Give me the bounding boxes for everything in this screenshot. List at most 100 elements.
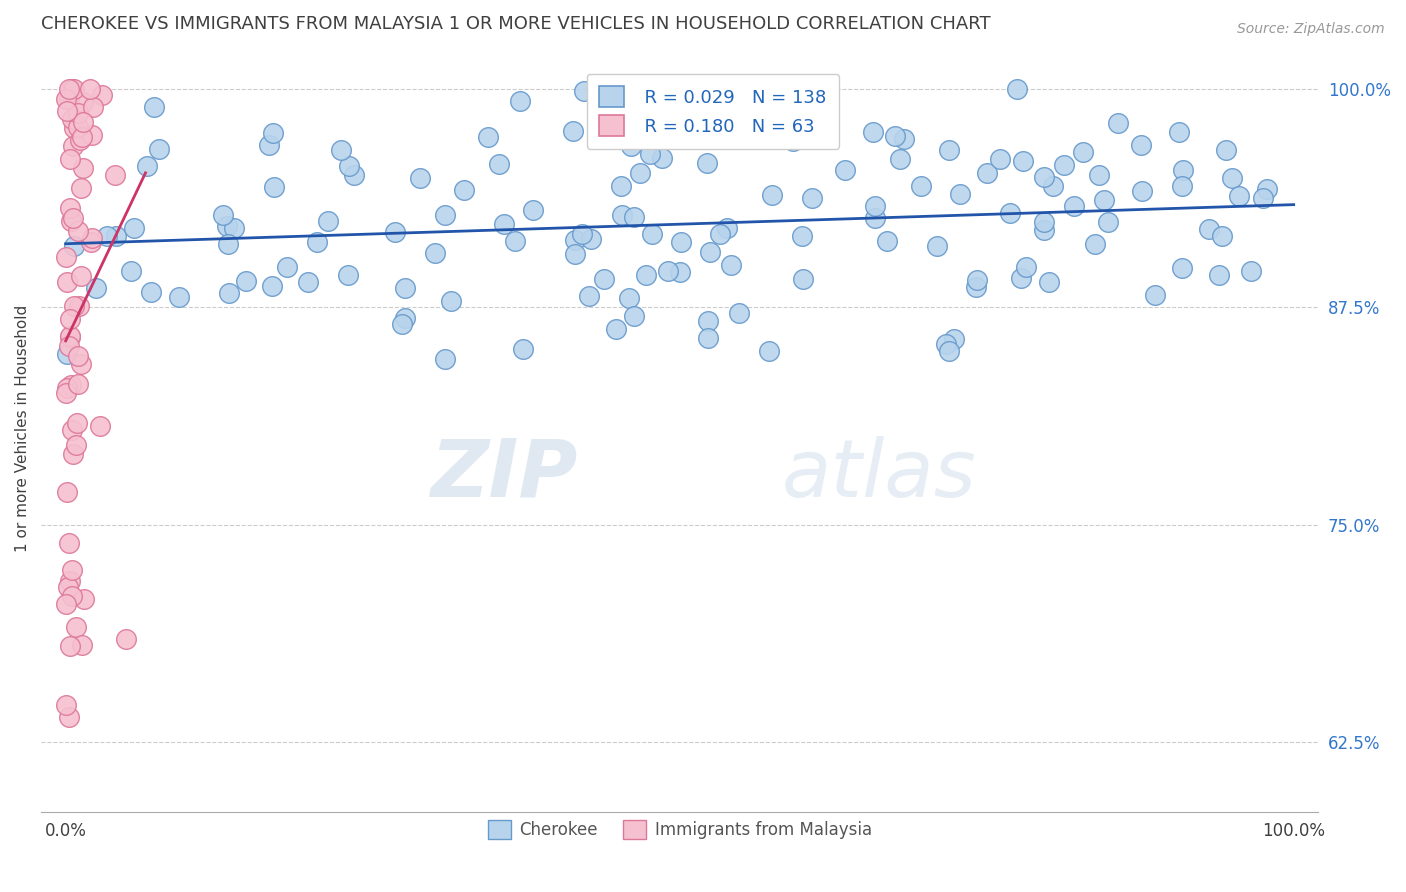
- Point: [1144, 288, 1167, 302]
- Point: [70, 268, 93, 283]
- Legend: Cherokee, Immigrants from Malaysia: Cherokee, Immigrants from Malaysia: [481, 814, 879, 846]
- Point: [610, 209, 633, 223]
- Point: [60, 589, 83, 603]
- Point: [925, 239, 948, 253]
- Point: [512, 342, 534, 356]
- Point: [1042, 179, 1064, 194]
- Point: [883, 128, 905, 143]
- Point: [696, 331, 718, 345]
- Point: [67, 224, 90, 238]
- Point: [651, 151, 673, 165]
- Point: [72, 161, 94, 175]
- Point: [72, 115, 94, 129]
- Point: [998, 205, 1021, 219]
- Point: [62, 120, 84, 135]
- Point: [394, 310, 416, 325]
- Point: [60, 112, 83, 126]
- Point: [1033, 215, 1056, 229]
- Point: [433, 351, 456, 366]
- Point: [605, 322, 627, 336]
- Point: [343, 168, 366, 182]
- Point: [509, 95, 531, 109]
- Point: [423, 246, 446, 260]
- Point: [67, 120, 90, 135]
- Y-axis label: 1 or more Vehicles in Household: 1 or more Vehicles in Household: [15, 305, 30, 552]
- Point: [1007, 82, 1029, 96]
- Point: [440, 293, 463, 308]
- Point: [307, 235, 329, 250]
- Point: [1107, 116, 1129, 130]
- Point: [943, 332, 966, 346]
- Point: [72, 95, 94, 109]
- Point: [62, 139, 84, 153]
- Point: [56, 580, 79, 594]
- Point: [699, 244, 721, 259]
- Point: [494, 218, 516, 232]
- Point: [59, 330, 82, 344]
- Point: [1256, 181, 1278, 195]
- Point: [657, 264, 679, 278]
- Point: [91, 88, 114, 103]
- Point: [70, 638, 93, 652]
- Point: [67, 299, 90, 313]
- Point: [910, 178, 932, 193]
- Point: [782, 135, 804, 149]
- Point: [792, 271, 814, 285]
- Point: [1097, 215, 1119, 229]
- Point: [70, 181, 93, 195]
- Point: [59, 201, 82, 215]
- Point: [69, 357, 91, 371]
- Point: [893, 132, 915, 146]
- Point: [697, 314, 720, 328]
- Point: [1053, 158, 1076, 172]
- Point: [120, 264, 142, 278]
- Point: [79, 82, 101, 96]
- Point: [167, 290, 190, 304]
- Point: [1215, 143, 1237, 157]
- Point: [1208, 268, 1230, 283]
- Point: [257, 138, 280, 153]
- Point: [58, 710, 80, 724]
- Point: [104, 229, 127, 244]
- Point: [433, 208, 456, 222]
- Point: [1171, 179, 1194, 194]
- Point: [82, 100, 104, 114]
- Point: [889, 152, 911, 166]
- Point: [65, 416, 87, 430]
- Point: [217, 236, 239, 251]
- Point: [67, 349, 90, 363]
- Point: [58, 82, 80, 96]
- Point: [62, 82, 84, 96]
- Point: [863, 211, 886, 225]
- Point: [215, 219, 238, 233]
- Point: [65, 438, 87, 452]
- Point: [976, 166, 998, 180]
- Point: [564, 247, 586, 261]
- Point: [1198, 221, 1220, 235]
- Point: [135, 159, 157, 173]
- Point: [56, 381, 79, 395]
- Point: [571, 227, 593, 241]
- Point: [863, 199, 886, 213]
- Point: [949, 187, 972, 202]
- Point: [716, 220, 738, 235]
- Point: [564, 233, 586, 247]
- Point: [276, 260, 298, 275]
- Point: [1167, 125, 1189, 139]
- Point: [1240, 264, 1263, 278]
- Text: CHEROKEE VS IMMIGRANTS FROM MALAYSIA 1 OR MORE VEHICLES IN HOUSEHOLD CORRELATION: CHEROKEE VS IMMIGRANTS FROM MALAYSIA 1 O…: [41, 15, 991, 33]
- Point: [55, 597, 77, 611]
- Point: [1251, 191, 1274, 205]
- Point: [56, 347, 79, 361]
- Point: [59, 328, 82, 343]
- Point: [965, 280, 987, 294]
- Point: [329, 143, 352, 157]
- Point: [408, 171, 430, 186]
- Point: [80, 128, 103, 143]
- Point: [222, 220, 245, 235]
- Point: [59, 312, 82, 326]
- Point: [1222, 170, 1244, 185]
- Point: [62, 211, 84, 225]
- Point: [596, 119, 619, 133]
- Point: [1038, 276, 1060, 290]
